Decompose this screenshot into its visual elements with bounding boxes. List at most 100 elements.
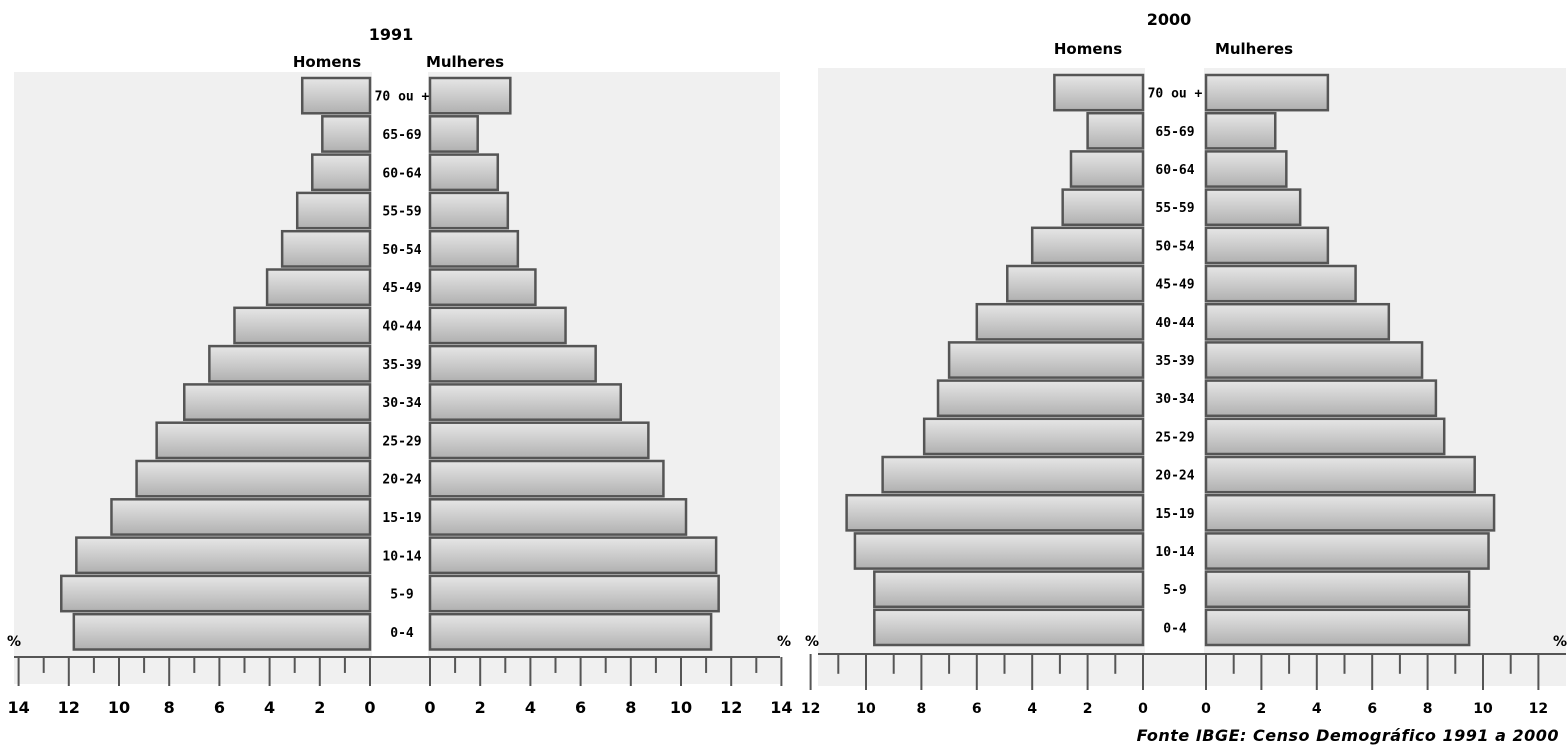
x-tick-label: 2	[314, 698, 325, 717]
x-tick-label: 10	[670, 698, 692, 717]
bar-mulheres-15-19	[428, 498, 688, 536]
age-label: 30-34	[1155, 392, 1194, 407]
series-label-homens: Homens	[293, 53, 361, 71]
x-tick-label: 8	[1423, 701, 1433, 717]
bar-mulheres-40-44	[428, 306, 567, 345]
bar-mulheres-35-39	[1204, 341, 1424, 379]
bar-homens-15-19	[845, 493, 1145, 532]
bar-homens-15-19	[110, 498, 372, 536]
x-tick-label: 6	[1367, 701, 1377, 717]
age-label: 50-54	[1155, 239, 1194, 254]
bar-mulheres-20-24	[428, 459, 665, 498]
bar-mulheres-5-9	[428, 574, 720, 613]
pyramid-2000: 2000 Homens Mulheres 0-4 5-9 10-14 15-19 20-24 2…	[801, 10, 1567, 717]
age-label: 25-29	[1155, 430, 1194, 445]
x-tick-label: 10	[108, 698, 130, 717]
age-column	[1145, 68, 1204, 654]
bar-mulheres-15-19	[1204, 493, 1496, 532]
x-tick-label: 12	[1529, 701, 1548, 717]
x-tick-label: 2	[475, 698, 486, 717]
bar-homens-40-44	[975, 302, 1145, 341]
x-tick-label: 14	[770, 698, 792, 717]
age-label: 35-39	[382, 358, 421, 373]
age-label: 5-9	[390, 588, 413, 603]
bar-homens-30-34	[936, 379, 1145, 418]
age-label: 15-19	[382, 511, 421, 526]
bar-homens-40-44	[233, 306, 372, 345]
bar-mulheres-55-59	[428, 191, 510, 230]
x-tick-label: 0	[424, 698, 435, 717]
bar-homens-5-9	[873, 570, 1145, 609]
bar-mulheres-40-44	[1204, 302, 1391, 341]
bar-homens-25-29	[155, 421, 372, 460]
bar-mulheres-55-59	[1204, 188, 1302, 227]
x-tick-label: 6	[214, 698, 225, 717]
bar-mulheres-0-4	[1204, 608, 1471, 647]
age-label: 30-34	[382, 396, 421, 411]
bar-homens-60-64	[311, 153, 372, 192]
bar-homens-65-69	[321, 115, 372, 153]
bar-mulheres-10-14	[1204, 532, 1490, 570]
x-tick-label: 0	[1138, 701, 1148, 717]
chart-title: 2000	[1147, 10, 1192, 29]
x-tick-label: 4	[1312, 701, 1322, 717]
x-tick-label: 14	[7, 698, 29, 717]
age-label: 35-39	[1155, 354, 1194, 369]
age-label: 55-59	[1155, 201, 1194, 216]
age-label: 45-49	[382, 281, 421, 296]
x-tick-label: 4	[264, 698, 275, 717]
bar-mulheres-25-29	[428, 421, 650, 460]
bar-mulheres-30-34	[428, 383, 623, 421]
bar-homens-0-4	[873, 608, 1145, 647]
bar-mulheres-60-64	[1204, 150, 1288, 188]
bar-mulheres-70 ou +	[1204, 73, 1330, 112]
bar-mulheres-10-14	[428, 536, 718, 575]
age-label: 65-69	[1155, 125, 1194, 140]
age-label: 40-44	[382, 319, 421, 334]
bar-homens-5-9	[60, 574, 372, 613]
age-label: 10-14	[382, 549, 421, 564]
bar-mulheres-65-69	[428, 115, 479, 153]
bar-homens-10-14	[75, 536, 372, 575]
age-label: 0-4	[390, 626, 414, 641]
bar-homens-70 ou +	[1053, 73, 1145, 112]
bar-homens-45-49	[1006, 264, 1145, 303]
x-tick-label: 12	[801, 701, 820, 717]
bar-homens-20-24	[881, 455, 1145, 494]
age-label: 20-24	[1155, 469, 1194, 484]
x-tick-label: 12	[58, 698, 80, 717]
age-label: 60-64	[1155, 163, 1194, 178]
x-tick-label: 8	[164, 698, 175, 717]
bar-homens-50-54	[1030, 226, 1145, 265]
x-tick-label: 6	[575, 698, 586, 717]
x-tick-label: 2	[1083, 701, 1093, 717]
bar-homens-55-59	[1061, 188, 1145, 227]
age-label: 65-69	[382, 128, 421, 143]
age-label: 55-59	[382, 205, 421, 220]
bar-mulheres-0-4	[428, 612, 713, 651]
bar-mulheres-20-24	[1204, 455, 1476, 494]
unit-label-left: %	[805, 634, 819, 650]
bar-mulheres-45-49	[428, 268, 537, 307]
unit-label-right: %	[777, 634, 791, 650]
bar-homens-25-29	[922, 417, 1145, 456]
bar-mulheres-70 ou +	[428, 76, 512, 115]
unit-label-right: %	[1553, 634, 1567, 650]
x-tick-label: 4	[1027, 701, 1037, 717]
x-tick-label: 6	[972, 701, 982, 717]
bar-mulheres-65-69	[1204, 111, 1277, 150]
bar-homens-55-59	[295, 191, 372, 230]
age-label: 45-49	[1155, 278, 1194, 293]
x-tick-label: 12	[720, 698, 742, 717]
age-label: 70 ou +	[375, 90, 430, 105]
bar-mulheres-30-34	[1204, 379, 1438, 418]
age-column	[372, 72, 428, 657]
age-label: 0-4	[1163, 621, 1187, 636]
age-label: 25-29	[382, 434, 421, 449]
bar-homens-0-4	[72, 612, 372, 651]
age-label: 10-14	[1155, 545, 1194, 560]
series-label-homens: Homens	[1054, 40, 1122, 58]
bar-mulheres-50-54	[428, 229, 520, 268]
age-label: 20-24	[382, 473, 421, 488]
bar-mulheres-25-29	[1204, 417, 1446, 456]
